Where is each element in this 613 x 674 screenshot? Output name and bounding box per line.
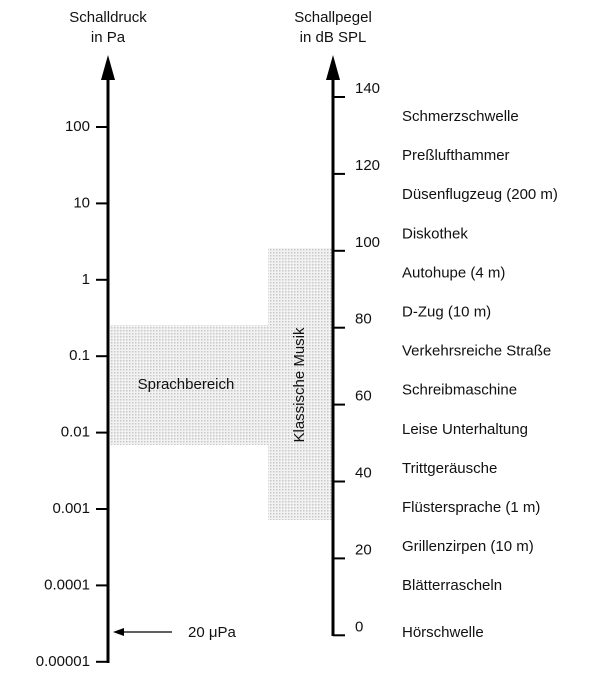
right-arrow (326, 55, 340, 80)
left-tick-label: 0.0001 (44, 576, 90, 593)
right-title: Schallpegel (294, 9, 372, 26)
source-label: Grillenzirpen (10 m) (402, 538, 534, 555)
left-tick-label: 0.001 (52, 500, 90, 517)
source-label: Düsenflugzeug (200 m) (402, 186, 558, 203)
source-label: Preßlufthammer (402, 147, 510, 164)
source-label: Trittgeräusche (402, 460, 497, 477)
left-tick-label: 0.01 (61, 424, 90, 441)
left-title: Schalldruck (69, 9, 147, 26)
music-region (268, 248, 332, 520)
right-tick-label: 40 (355, 464, 372, 481)
source-label: Hörschwelle (402, 624, 484, 641)
left-arrow (101, 55, 115, 80)
marker-label: 20 μPa (188, 624, 236, 641)
right-tick-label: 20 (355, 541, 372, 558)
right-tick-label: 100 (355, 234, 380, 251)
source-label: Schmerzschwelle (402, 108, 519, 125)
music-label: Klassische Musik (291, 327, 308, 443)
speech-region (110, 325, 268, 445)
source-label: Autohupe (4 m) (402, 264, 505, 281)
left-tick-label: 1 (82, 271, 90, 288)
right-tick-label: 140 (355, 80, 380, 97)
right-title: in dB SPL (300, 29, 367, 46)
left-tick-label: 10 (73, 194, 90, 211)
speech-label: Sprachbereich (138, 376, 235, 393)
source-label: Leise Unterhaltung (402, 421, 528, 438)
left-title: in Pa (91, 29, 126, 46)
left-tick-label: 0.1 (69, 347, 90, 364)
left-tick-label: 0.00001 (36, 653, 90, 669)
right-tick-label: 80 (355, 311, 372, 328)
source-label: Flüstersprache (1 m) (402, 499, 540, 516)
source-label: Verkehrsreiche Straße (402, 343, 551, 360)
marker-arrowhead (113, 628, 124, 636)
source-label: D-Zug (10 m) (402, 303, 491, 320)
source-label: Blätterrascheln (402, 577, 502, 594)
source-label: Diskothek (402, 225, 468, 242)
right-tick-label: 60 (355, 388, 372, 405)
source-label: Schreibmaschine (402, 382, 517, 399)
right-tick-label: 120 (355, 157, 380, 174)
right-tick-label: 0 (355, 618, 363, 635)
left-tick-label: 100 (65, 118, 90, 135)
